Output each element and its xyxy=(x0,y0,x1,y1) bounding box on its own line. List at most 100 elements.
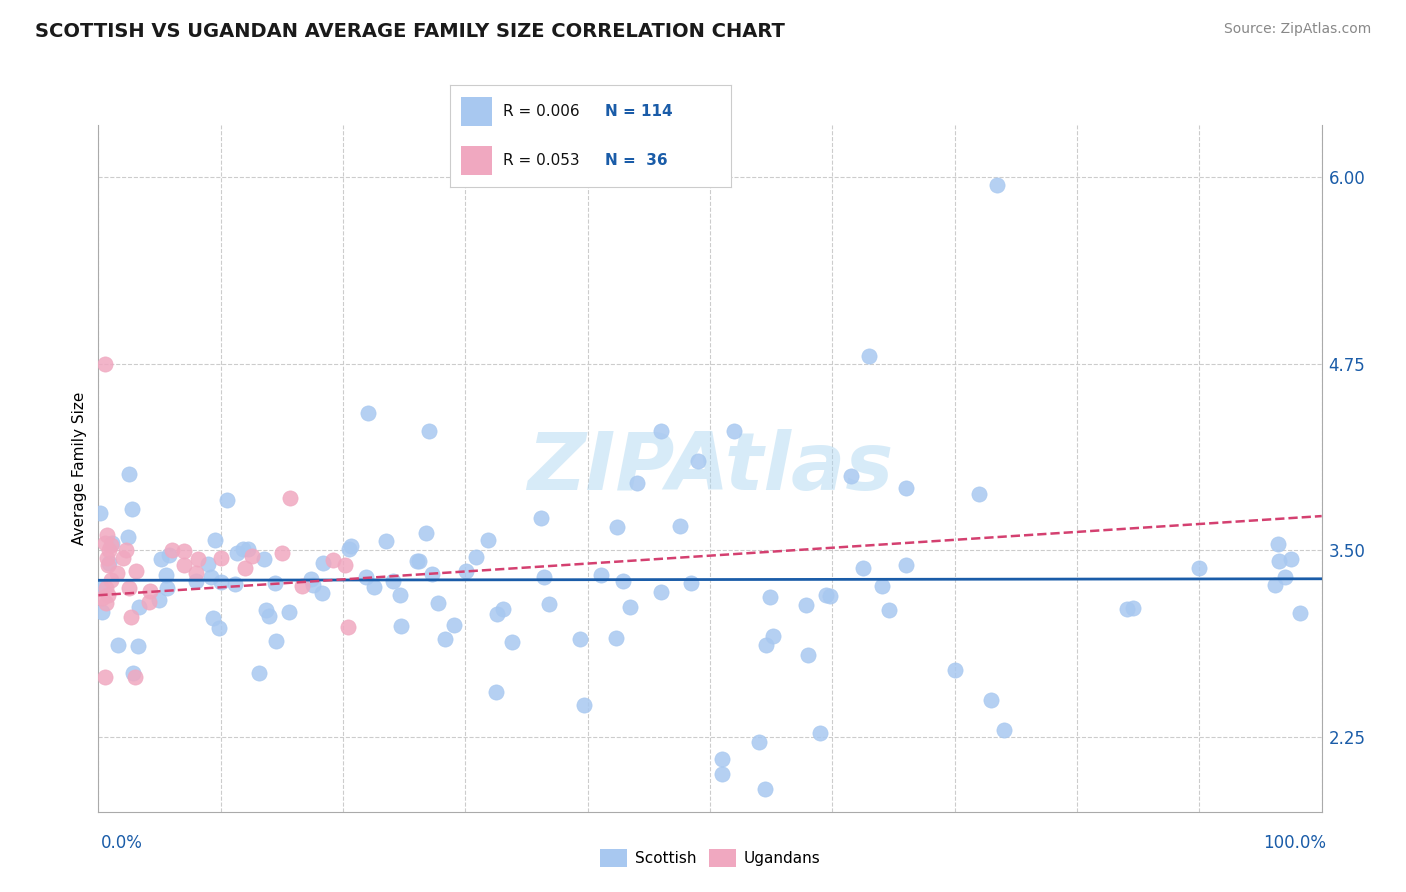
Point xyxy=(748,734,770,748)
Point xyxy=(278,491,301,505)
Point xyxy=(253,552,276,566)
Point xyxy=(681,575,703,590)
Point xyxy=(128,599,150,614)
Bar xyxy=(461,97,492,126)
Point xyxy=(204,533,226,547)
Point xyxy=(485,607,508,621)
Point xyxy=(117,467,139,481)
Point xyxy=(589,567,612,582)
Point xyxy=(1279,552,1302,566)
Point xyxy=(762,629,785,643)
Point xyxy=(533,570,555,584)
Point xyxy=(669,519,692,533)
Point xyxy=(943,663,966,677)
Point xyxy=(711,752,734,766)
Point xyxy=(277,605,299,619)
Point xyxy=(454,564,477,578)
Point xyxy=(139,584,162,599)
Point xyxy=(107,638,129,652)
Point xyxy=(187,551,209,566)
Point xyxy=(91,591,114,606)
Point xyxy=(569,632,592,647)
Point xyxy=(650,424,672,438)
Point xyxy=(98,543,121,558)
Point xyxy=(723,424,745,438)
Point xyxy=(711,767,734,781)
Legend: Scottish, Ugandans: Scottish, Ugandans xyxy=(593,843,827,872)
Point xyxy=(240,549,263,563)
Text: SCOTTISH VS UGANDAN AVERAGE FAMILY SIZE CORRELATION CHART: SCOTTISH VS UGANDAN AVERAGE FAMILY SIZE … xyxy=(35,22,785,41)
Point xyxy=(814,588,837,602)
Point xyxy=(215,493,238,508)
Point xyxy=(1188,561,1211,575)
Point xyxy=(97,558,120,573)
Point xyxy=(650,585,672,599)
Point xyxy=(311,585,333,599)
Point xyxy=(186,574,208,588)
Point xyxy=(96,550,118,565)
Text: N =  36: N = 36 xyxy=(605,153,668,169)
Point xyxy=(291,579,314,593)
Point xyxy=(302,578,325,592)
Point xyxy=(226,546,249,560)
Point xyxy=(477,533,499,548)
Point xyxy=(1116,602,1139,616)
Point xyxy=(264,576,287,591)
Bar xyxy=(461,146,492,175)
Point xyxy=(100,574,122,588)
Point xyxy=(157,548,180,562)
Point xyxy=(138,595,160,609)
Point xyxy=(115,542,138,557)
Point xyxy=(201,611,224,625)
Point xyxy=(501,635,523,649)
Point xyxy=(686,454,709,468)
Text: R = 0.006: R = 0.006 xyxy=(503,103,579,119)
Point xyxy=(755,638,778,652)
Point xyxy=(173,558,195,573)
Point xyxy=(797,648,820,662)
Point xyxy=(336,620,359,634)
Point xyxy=(208,621,231,635)
Point xyxy=(312,556,335,570)
Point xyxy=(408,553,430,567)
Point xyxy=(356,570,378,584)
Text: 0.0%: 0.0% xyxy=(101,834,143,852)
Point xyxy=(363,580,385,594)
Text: ZIPAtlas: ZIPAtlas xyxy=(527,429,893,508)
Text: N = 114: N = 114 xyxy=(605,103,672,119)
Point xyxy=(120,610,142,624)
Point xyxy=(150,551,173,566)
Point xyxy=(1264,577,1286,591)
Point xyxy=(232,542,254,557)
Point xyxy=(839,468,862,483)
Point xyxy=(1122,600,1144,615)
Point xyxy=(967,486,990,500)
Point xyxy=(1274,570,1296,584)
Point xyxy=(121,501,143,516)
Point xyxy=(572,698,595,712)
Point xyxy=(209,550,232,565)
Point xyxy=(124,670,146,684)
Point xyxy=(94,581,117,595)
Point xyxy=(808,725,831,739)
Point xyxy=(484,684,506,698)
Point xyxy=(1268,554,1291,568)
Point xyxy=(335,558,357,572)
Point xyxy=(264,634,287,648)
Point xyxy=(233,561,256,575)
Point xyxy=(465,549,488,564)
Point xyxy=(101,536,124,550)
Point xyxy=(993,723,1015,737)
Point xyxy=(105,566,128,580)
Point xyxy=(89,507,111,521)
Point xyxy=(155,568,177,582)
Point xyxy=(894,558,917,573)
Point xyxy=(148,593,170,607)
Point xyxy=(93,357,115,371)
Point xyxy=(754,782,776,797)
Point xyxy=(339,539,361,553)
Point xyxy=(200,570,222,584)
Point xyxy=(117,530,139,544)
Point xyxy=(605,631,627,645)
Point xyxy=(612,574,634,588)
